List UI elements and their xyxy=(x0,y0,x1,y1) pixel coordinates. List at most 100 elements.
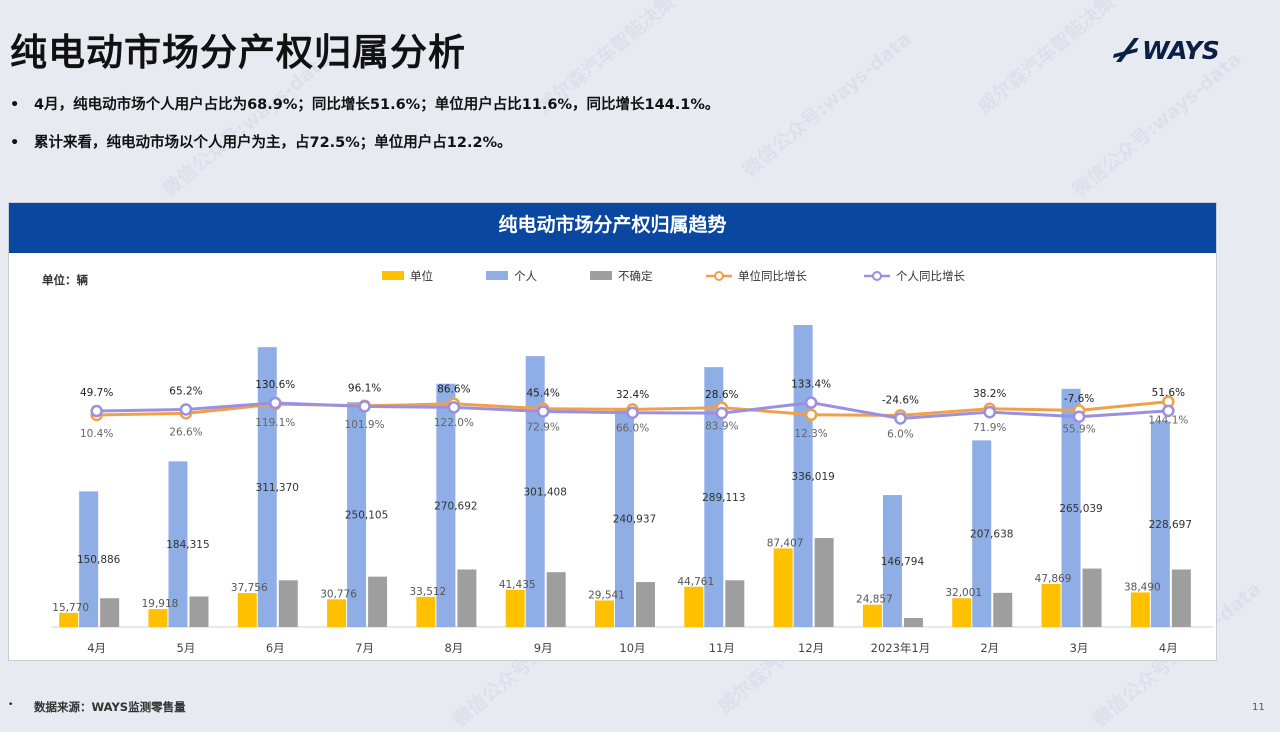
bar-data-label: 265,039 xyxy=(1059,503,1102,515)
bar-不确定 xyxy=(368,576,388,627)
line-data-label: -7.6% xyxy=(1064,393,1094,405)
bar-data-label: 19,918 xyxy=(142,598,179,610)
x-tick-label: 11月 xyxy=(709,641,735,655)
legend-label: 单位同比增长 xyxy=(738,269,807,283)
bar-不确定 xyxy=(1082,568,1102,627)
legend-marker xyxy=(714,271,724,281)
chart-panel: 纯电动市场分产权归属趋势 xyxy=(8,202,1217,661)
bar-data-label: 37,756 xyxy=(231,582,268,594)
bar-个人 xyxy=(347,402,367,627)
line-data-label: 38.2% xyxy=(973,388,1006,400)
line-data-label: 83.9% xyxy=(705,421,738,433)
line-data-label: 66.0% xyxy=(616,422,649,434)
bar-不确定 xyxy=(993,592,1013,627)
bar-data-label: 228,697 xyxy=(1149,519,1192,531)
bar-不确定 xyxy=(814,538,834,627)
line-marker-个人同比增长 xyxy=(804,396,818,409)
x-tick-label: 9月 xyxy=(534,641,553,655)
bar-个人 xyxy=(1150,421,1170,627)
line-marker-单位同比增长 xyxy=(804,408,818,422)
bar-个人 xyxy=(79,491,99,627)
x-tick-label: 4月 xyxy=(1159,641,1178,655)
bar-单位 xyxy=(327,599,347,627)
line-marker-个人同比增长 xyxy=(358,400,371,413)
ways-logo-icon xyxy=(1113,38,1139,62)
legend-label: 个人同比增长 xyxy=(896,269,965,283)
legend-swatch xyxy=(486,271,508,280)
bar-不确定 xyxy=(457,569,477,627)
bar-个人 xyxy=(972,440,992,627)
bar-单位 xyxy=(684,586,704,627)
bar-单位 xyxy=(1041,583,1061,627)
line-data-label: 55.9% xyxy=(1062,423,1095,435)
legend-swatch xyxy=(382,271,404,280)
bar-不确定 xyxy=(189,596,209,627)
bar-data-label: 30,776 xyxy=(320,588,357,600)
legend-marker xyxy=(872,271,882,281)
line-data-label: 133.4% xyxy=(791,379,831,391)
legend-label: 单位 xyxy=(410,269,433,283)
bar-个人 xyxy=(1061,388,1081,627)
bar-data-label: 184,315 xyxy=(166,539,209,551)
bar-data-label: 47,869 xyxy=(1035,573,1072,585)
bar-个人 xyxy=(168,461,188,627)
bar-data-label: 15,770 xyxy=(52,602,89,614)
bar-单位 xyxy=(862,604,882,627)
line-data-label: 49.7% xyxy=(80,387,113,399)
line-data-label: 45.4% xyxy=(527,387,560,399)
line-data-label: 101.9% xyxy=(345,419,385,431)
line-data-label: 119.1% xyxy=(255,417,295,429)
bar-data-label: 301,408 xyxy=(523,487,566,499)
line-marker-个人同比增长 xyxy=(983,405,996,419)
data-source: 数据来源：WAYS监测零售量 xyxy=(34,700,186,714)
legend-label: 个人 xyxy=(514,269,537,283)
line-data-label: 122.0% xyxy=(434,417,474,429)
bar-单位 xyxy=(148,609,168,627)
bar-单位 xyxy=(505,589,525,627)
bar-单位 xyxy=(773,548,793,627)
page-number: 11 xyxy=(1252,702,1265,713)
bar-data-label: 24,857 xyxy=(856,594,893,606)
bar-data-label: 32,001 xyxy=(945,587,982,599)
legend-label: 不确定 xyxy=(618,269,653,283)
bar-个人 xyxy=(615,410,634,627)
line-data-label: 10.4% xyxy=(80,428,113,440)
bar-个人 xyxy=(525,356,545,627)
x-tick-label: 2月 xyxy=(980,641,999,655)
bar-不确定 xyxy=(278,580,298,627)
bar-data-label: 87,407 xyxy=(767,537,804,549)
line-data-label: 51.6% xyxy=(1152,387,1185,399)
bar-data-label: 38,490 xyxy=(1124,581,1161,593)
page-title: 纯电动市场分产权归属分析 xyxy=(10,31,466,74)
x-tick-label: 2023年1月 xyxy=(871,641,931,655)
line-marker-个人同比增长 xyxy=(536,405,550,418)
line-marker-个人同比增长 xyxy=(1162,404,1175,418)
line-data-label: 6.0% xyxy=(887,428,914,440)
line-marker-个人同比增长 xyxy=(447,401,461,414)
logo-text: WAYS xyxy=(1142,36,1220,65)
x-tick-label: 7月 xyxy=(355,641,374,655)
bar-单位 xyxy=(237,593,257,627)
bar-data-label: 240,937 xyxy=(613,514,656,526)
bar-不确定 xyxy=(546,572,566,627)
line-data-label: 96.1% xyxy=(348,382,381,394)
chart-unit-label: 单位：辆 xyxy=(42,273,88,287)
bar-data-label: 289,113 xyxy=(702,492,745,504)
line-data-label: 12.3% xyxy=(794,428,827,440)
bar-单位 xyxy=(952,598,972,627)
bar-data-label: 44,761 xyxy=(677,576,714,588)
line-data-label: 28.6% xyxy=(705,389,738,401)
line-data-label: 144.1% xyxy=(1148,415,1188,427)
bullet-text: 累计来看，纯电动市场以个人用户为主，占72.5%；单位用户占12.2%。 xyxy=(34,135,512,151)
chart-title: 纯电动市场分产权归属趋势 xyxy=(9,203,1216,253)
bar-data-label: 250,105 xyxy=(345,510,388,522)
bar-个人 xyxy=(882,495,902,627)
bullet-dot: • xyxy=(10,97,20,113)
x-tick-label: 6月 xyxy=(266,641,285,655)
bar-不确定 xyxy=(903,618,923,627)
x-tick-label: 10月 xyxy=(619,641,645,655)
bar-不确定 xyxy=(1171,569,1191,627)
line-marker-个人同比增长 xyxy=(715,406,729,420)
bar-单位 xyxy=(416,596,436,627)
line-data-label: 32.4% xyxy=(616,389,649,401)
